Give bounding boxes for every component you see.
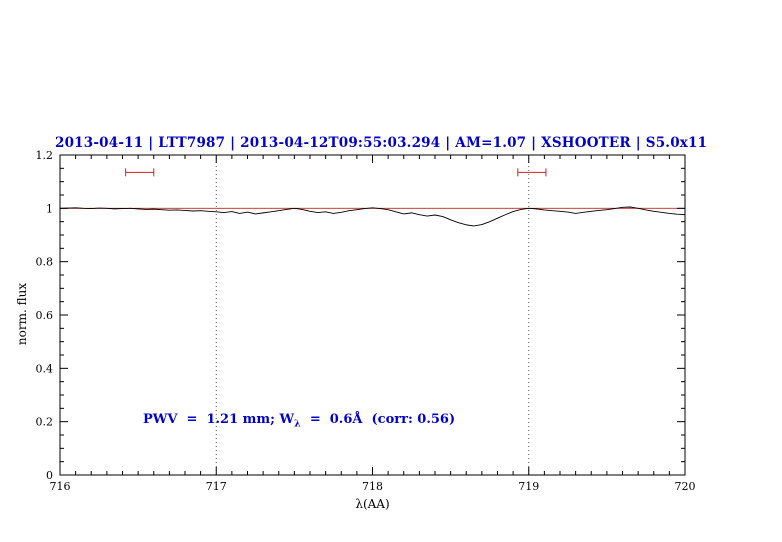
chart-title: 2013-04-11 | LTT7987 | 2013-04-12T09:55:…: [55, 135, 708, 151]
x-tick-label: 720: [675, 480, 696, 493]
pwv-annotation-part1: PWV = 1.21 mm; W: [143, 412, 295, 427]
spectrum-line: [59, 206, 686, 227]
x-tick-label: 718: [362, 480, 383, 493]
y-axis-title: norm. flux: [15, 282, 29, 346]
y-tick-label: 1: [46, 202, 53, 215]
y-tick-label: 0.2: [36, 416, 54, 429]
y-tick-label: 0.8: [36, 256, 54, 269]
y-tick-label: 1.2: [36, 149, 54, 162]
x-tick-label: 716: [50, 480, 71, 493]
y-tick-label: 0.4: [36, 362, 54, 375]
pwv-annotation: PWV = 1.21 mm; Wλ = 0.6Å (corr: 0.56): [143, 412, 455, 430]
x-tick-label: 717: [206, 480, 227, 493]
pwv-annotation-subscript: λ: [294, 418, 301, 430]
x-tick-label: 719: [518, 480, 539, 493]
y-tick-label: 0: [46, 469, 53, 482]
x-axis-title: λ(AA): [355, 497, 390, 511]
y-tick-label: 0.6: [36, 309, 54, 322]
pwv-annotation-part2: = 0.6Å (corr: 0.56): [300, 412, 456, 427]
